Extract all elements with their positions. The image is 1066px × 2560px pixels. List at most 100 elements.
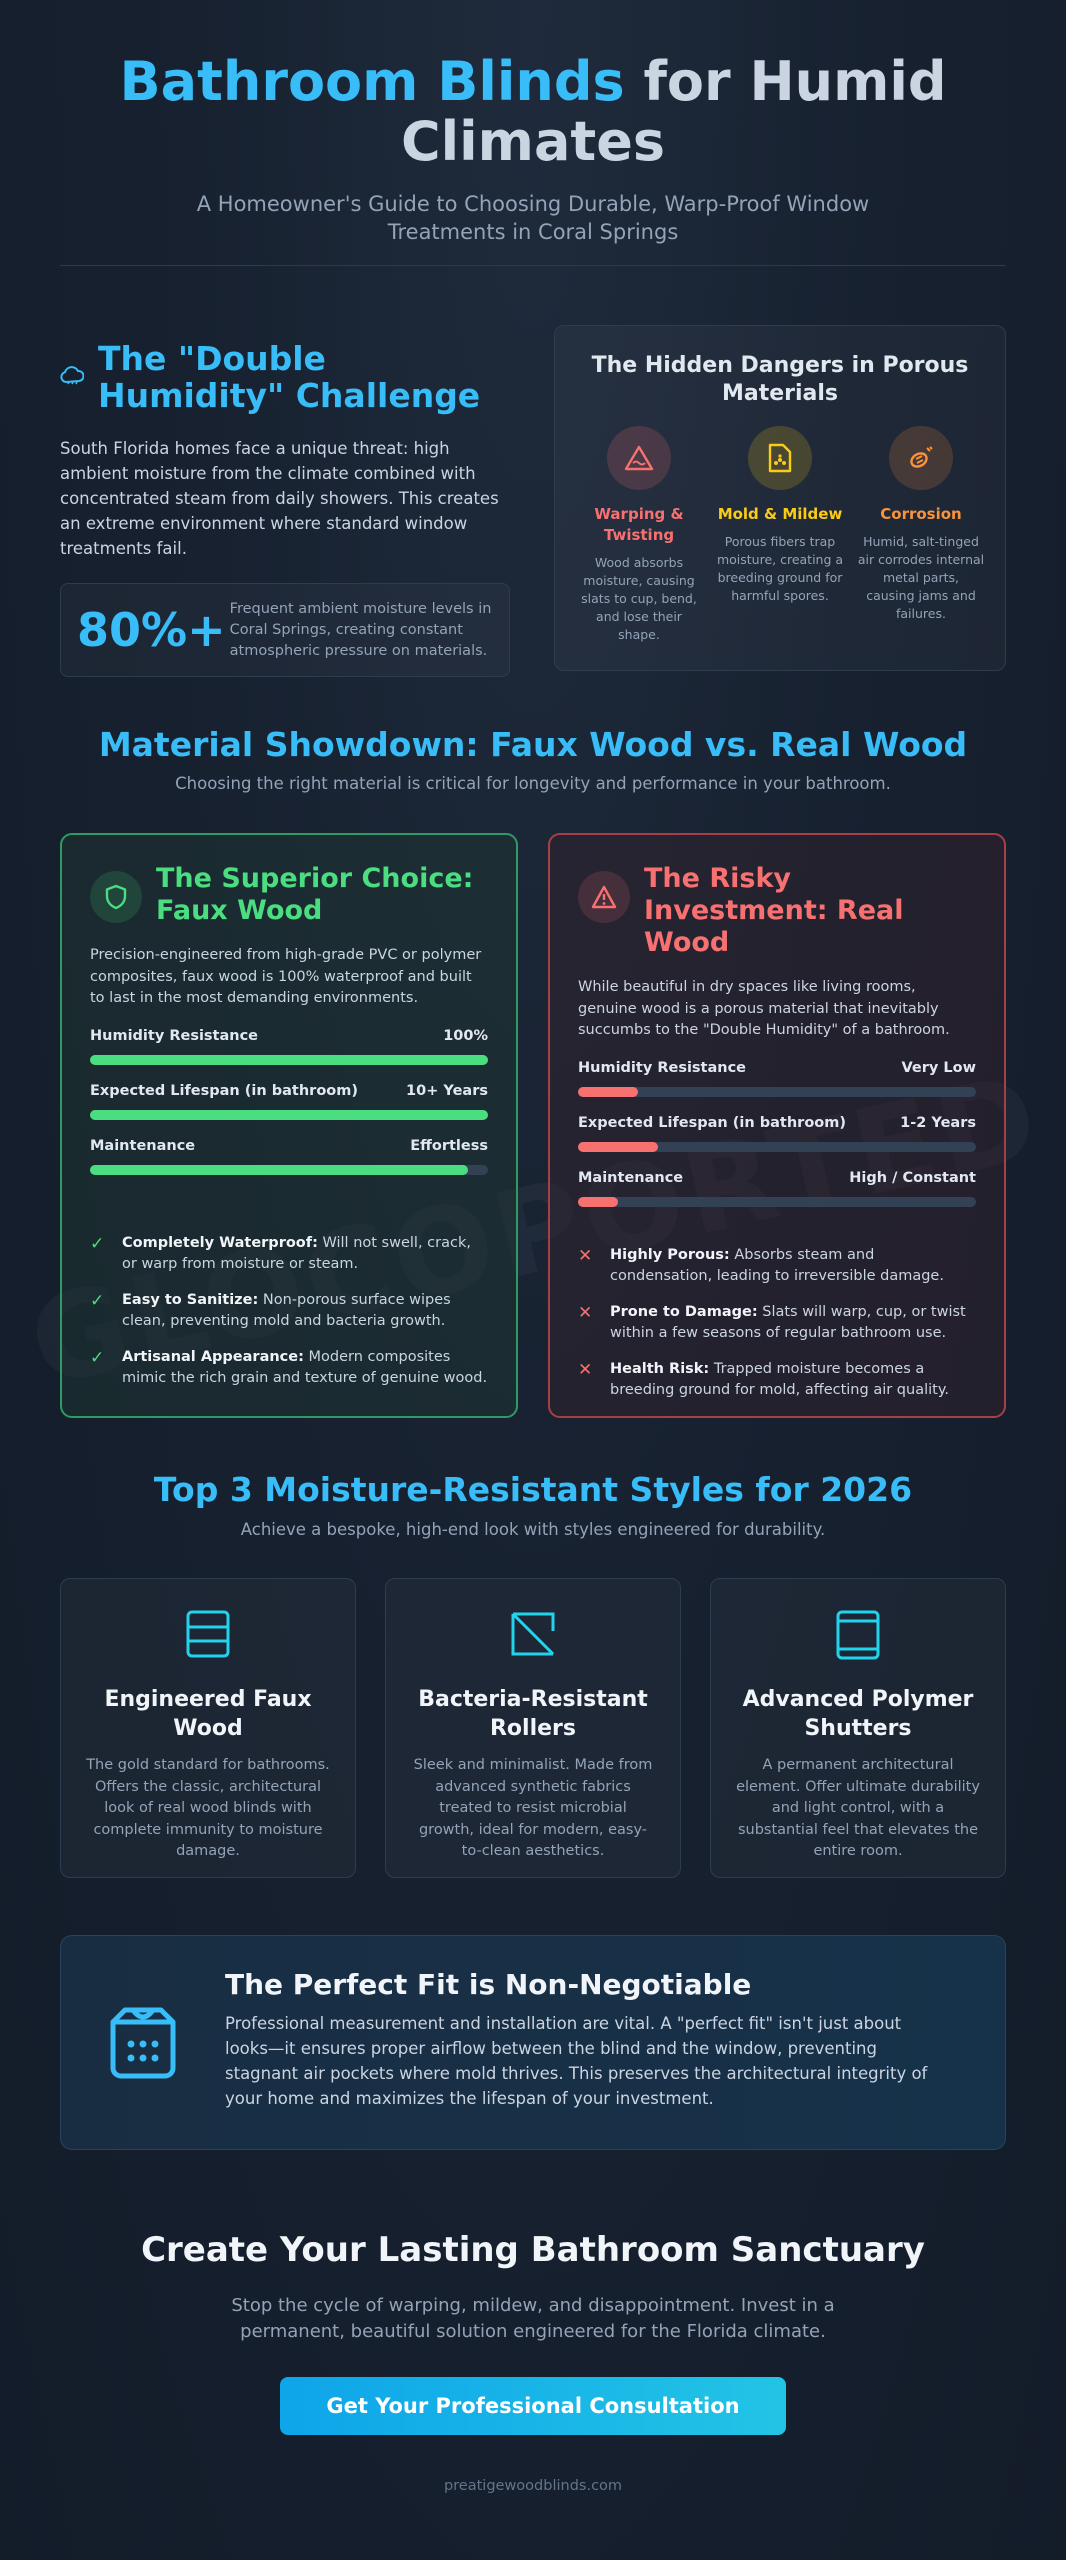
check-icon: ✓	[90, 1347, 105, 1368]
point-bold: Completely Waterproof:	[122, 1234, 318, 1251]
point-text: Will not swell, crack, or warp from mois…	[122, 1234, 471, 1273]
double-humidity-title: The "Double Humidity" Challenge	[98, 339, 481, 415]
meter-track	[578, 1086, 976, 1097]
faux-wood-title: The Superior Choice: Faux Wood	[156, 863, 474, 926]
danger-desc: Porous fibers trap moisture, creating a …	[716, 534, 844, 603]
style-title: Advanced Polymer Shutters	[742, 1687, 974, 1741]
meter-fill	[90, 1054, 488, 1065]
meter: Expected Lifespan (in bathroom) 10+ Years	[90, 1083, 488, 1120]
danger-item: Warping & Twisting Wood absorbs moisture…	[575, 426, 703, 644]
point-bold: Artisanal Appearance:	[122, 1348, 304, 1365]
danger-item: Corrosion Humid, salt-tinged air corrode…	[857, 426, 985, 644]
perfect-fit-title: The Perfect Fit is Non-Negotiable	[225, 1968, 752, 2001]
meter-value: 1-2 Years	[900, 1114, 976, 1131]
real-wood-points: ✕ Highly Porous: Absorbs steam and conden…	[578, 1245, 976, 1402]
check-icon: ✓	[90, 1290, 105, 1311]
cta-title: Create Your Lasting Bathroom Sanctuary	[141, 2230, 925, 2270]
cta-subtitle: Stop the cycle of warping, mildew, and d…	[231, 2295, 835, 2342]
meter-label: Humidity Resistance	[578, 1059, 747, 1076]
real-wood-title: The Risky Investment: Real Wood	[644, 863, 904, 958]
danger-item: Mold & Mildew Porous fibers trap moistur…	[716, 426, 844, 644]
style-title: Bacteria-Resistant Rollers	[418, 1687, 648, 1741]
consultation-button[interactable]: Get Your Professional Consultation	[280, 2377, 786, 2435]
meter-value: High / Constant	[849, 1169, 976, 1186]
danger-title: Corrosion	[880, 505, 962, 523]
meter-fill	[578, 1196, 618, 1207]
real-wood-desc: While beautiful in dry spaces like livin…	[578, 979, 950, 1038]
danger-desc: Humid, salt-tinged air corrodes internal…	[857, 534, 985, 621]
rust-icon	[889, 426, 953, 490]
meter-fill	[90, 1164, 469, 1175]
list-item: ✕ Highly Porous: Absorbs steam and conden…	[578, 1245, 976, 1288]
styles-title: Top 3 Moisture-Resistant Styles for 2026	[153, 1470, 913, 1509]
point-text: Absorbs steam and condensation, leading …	[610, 1246, 944, 1285]
meter-track	[90, 1054, 488, 1065]
footer-site-link[interactable]: preatigewoodblinds.com	[443, 2478, 623, 2494]
meter-label: Maintenance	[578, 1169, 684, 1186]
moisture-stat-value: 80%+	[77, 603, 226, 657]
warning-triangle-icon	[607, 426, 671, 490]
danger-desc: Wood absorbs moisture, causing slats to …	[581, 555, 697, 642]
perfect-fit-card: The Perfect Fit is Non-Negotiable Profes…	[60, 1935, 1006, 2150]
style-card: Advanced Polymer Shutters A permanent ar…	[710, 1578, 1006, 1878]
roller-shade-icon	[410, 1609, 656, 1665]
point-text: Slats will warp, cup, or twist within a …	[610, 1303, 966, 1342]
style-desc: A permanent architectural element. Offer…	[736, 1757, 980, 1859]
alert-triangle-icon	[578, 871, 630, 923]
dangers-title: The Hidden Dangers in Porous Materials	[591, 353, 969, 406]
list-item: ✕ Health Risk: Trapped moisture becomes a…	[578, 1359, 976, 1402]
cloud-icon	[60, 364, 85, 390]
meter: Humidity Resistance Very Low	[578, 1060, 976, 1097]
double-humidity-body: South Florida homes face a unique threat…	[60, 439, 499, 558]
meter-value: Effortless	[410, 1137, 488, 1154]
x-icon: ✕	[578, 1302, 593, 1323]
showdown-title: Material Showdown: Faux Wood vs. Real Wo…	[98, 725, 968, 764]
faux-wood-card: The Superior Choice: Faux Wood Precision…	[60, 833, 518, 1418]
danger-title: Mold & Mildew	[717, 505, 843, 523]
list-item: ✓ Artisanal Appearance: Modern composites…	[90, 1347, 488, 1390]
point-bold: Highly Porous:	[610, 1246, 730, 1263]
point-bold: Health Risk:	[610, 1360, 710, 1377]
meter-fill	[90, 1109, 488, 1120]
list-item: ✓ Completely Waterproof: Will not swell, …	[90, 1233, 488, 1276]
meter: Expected Lifespan (in bathroom) 1-2 Years	[578, 1115, 976, 1152]
divider	[60, 265, 1006, 266]
point-text: Modern composites mimic the rich grain a…	[122, 1348, 488, 1387]
double-humidity-section: The "Double Humidity" Challenge South Fl…	[60, 340, 510, 677]
faux-wood-desc: Precision-engineered from high-grade PVC…	[90, 947, 482, 1006]
point-bold: Easy to Sanitize:	[122, 1291, 259, 1308]
point-text: Trapped moisture becomes a breeding grou…	[610, 1360, 949, 1399]
check-icon: ✓	[90, 1233, 105, 1254]
style-card: Engineered Faux Wood The gold standard f…	[60, 1578, 356, 1878]
meter: Humidity Resistance 100%	[90, 1028, 488, 1065]
page-title-rest: for Humid Climates	[401, 50, 947, 173]
dangers-card: The Hidden Dangers in Porous Materials W…	[554, 325, 1006, 671]
meter-label: Expected Lifespan (in bathroom)	[90, 1082, 358, 1099]
moisture-stat: 80%+ Frequent ambient moisture levels in…	[60, 583, 510, 677]
styles-subtitle: Achieve a bespoke, high-end look with st…	[240, 1520, 826, 1539]
danger-title: Warping & Twisting	[594, 505, 684, 544]
meter-value: 10+ Years	[406, 1082, 488, 1099]
hero-header: Bathroom Blinds for Humid Climates A Hom…	[60, 52, 1006, 246]
showdown-subtitle: Choosing the right material is critical …	[175, 774, 891, 793]
list-item: ✕ Prone to Damage: Slats will warp, cup, …	[578, 1302, 976, 1345]
meter-track	[90, 1164, 488, 1175]
meter-track	[578, 1141, 976, 1152]
perfect-fit-body: Professional measurement and installatio…	[225, 2014, 928, 2108]
meter-label: Humidity Resistance	[90, 1027, 259, 1044]
shield-icon	[90, 871, 142, 923]
real-wood-card: The Risky Investment: Real Wood While be…	[548, 833, 1006, 1418]
x-icon: ✕	[578, 1359, 593, 1380]
meter: Maintenance High / Constant	[578, 1170, 976, 1207]
page-title-highlight: Bathroom Blinds	[119, 50, 625, 113]
x-icon: ✕	[578, 1245, 593, 1266]
meter-label: Maintenance	[90, 1137, 196, 1154]
shutters-icon	[735, 1609, 981, 1665]
point-text: Non-porous surface wipes clean, preventi…	[122, 1291, 451, 1330]
moisture-stat-text: Frequent ambient moisture levels in Cora…	[229, 600, 492, 659]
bio-file-icon	[748, 426, 812, 490]
point-bold: Prone to Damage:	[610, 1303, 758, 1320]
blinds-icon	[85, 1609, 331, 1665]
meter-track	[90, 1109, 488, 1120]
style-desc: Sleek and minimalist. Made from advanced…	[413, 1757, 653, 1859]
